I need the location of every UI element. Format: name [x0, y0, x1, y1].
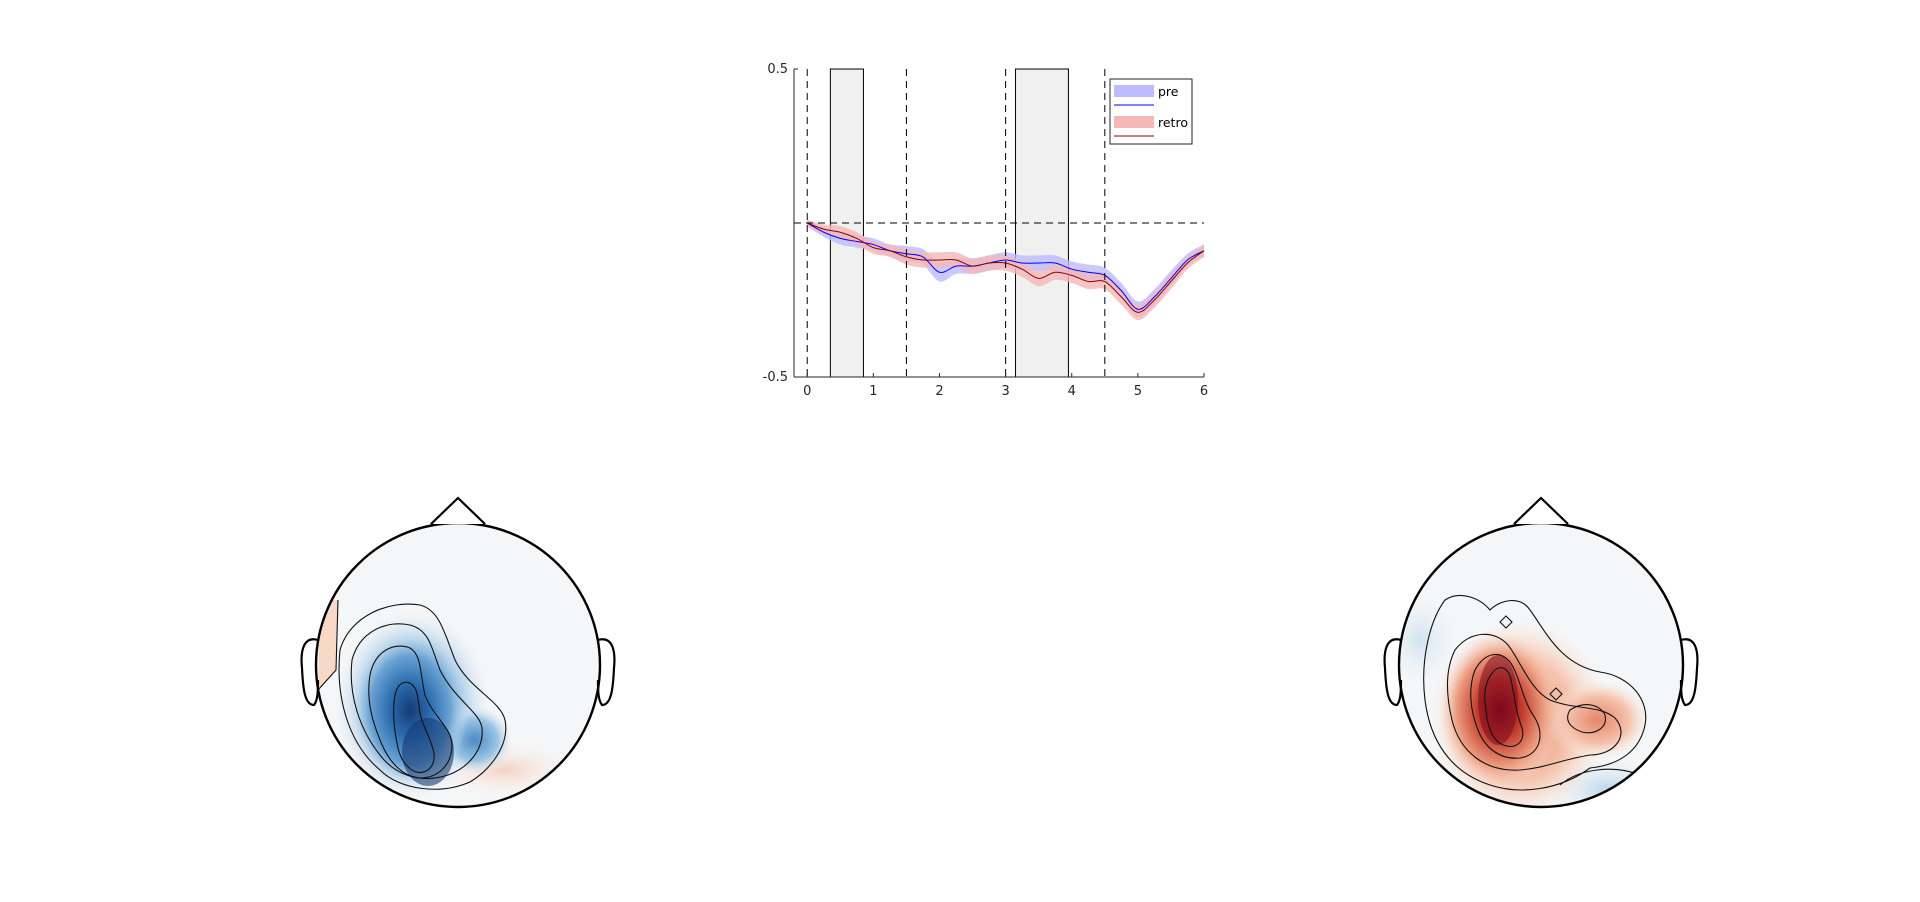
y-tick-label: -0.5	[763, 370, 788, 385]
legend: pre retro	[1110, 79, 1192, 144]
error-bands	[807, 220, 1204, 320]
timecourse-chart: 0 1 2 3 4 5 6 -0.5 0.5 pre retro	[763, 62, 1209, 399]
topoplot-right	[1380, 498, 1697, 825]
x-tick-label: 3	[1001, 384, 1009, 399]
x-tick-label: 2	[935, 384, 943, 399]
x-tick-label: 6	[1200, 384, 1208, 399]
x-tick-label: 4	[1068, 384, 1076, 399]
nose-icon	[431, 498, 485, 524]
legend-label-retro: retro	[1158, 115, 1188, 130]
topoplot-left	[302, 498, 615, 807]
error-band-retro	[807, 220, 1204, 320]
y-tick-label: 0.5	[767, 62, 788, 77]
legend-swatch-retro	[1114, 116, 1154, 128]
x-tick-label: 1	[869, 384, 877, 399]
x-tick-label: 5	[1134, 384, 1142, 399]
nose-icon	[1514, 498, 1568, 524]
legend-label-pre: pre	[1158, 84, 1179, 99]
x-tick-label: 0	[803, 384, 811, 399]
legend-swatch-pre	[1114, 85, 1154, 97]
